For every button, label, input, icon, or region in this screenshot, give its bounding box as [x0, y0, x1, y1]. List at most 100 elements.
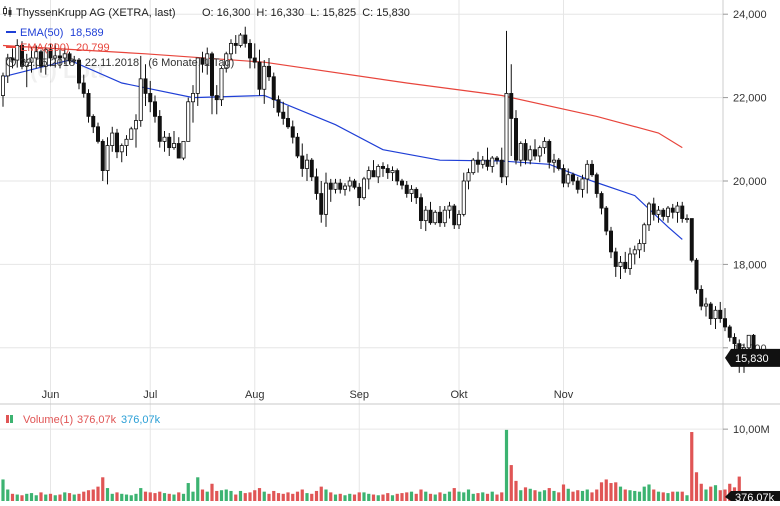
candle-body [575, 180, 580, 190]
candle-body [110, 132, 115, 146]
candle-body [376, 166, 381, 178]
volume-bar [343, 495, 347, 501]
volume-bar [566, 488, 570, 501]
candle-body [281, 111, 286, 119]
candle-body [190, 93, 195, 103]
candle [485, 147, 490, 171]
volume-bar [53, 495, 57, 501]
volume-bar [338, 493, 342, 501]
volume-y-tick-label: 10,00M [733, 424, 770, 436]
candle-body [514, 118, 519, 161]
ema50-legend-value: 18,589 [70, 27, 104, 39]
volume-bar [272, 490, 276, 501]
candle [452, 203, 457, 229]
candle [77, 57, 82, 90]
candle [34, 45, 39, 69]
candlestick-chart-icon [3, 6, 12, 17]
volume-bar [177, 492, 181, 501]
candle-body [48, 49, 53, 59]
candle-body [561, 168, 566, 184]
candle-body [395, 170, 400, 182]
chart-header: ThyssenKrupp AG (XETRA, last) O: 16,300 … [3, 6, 410, 19]
candle [347, 176, 352, 192]
candle-body [637, 243, 642, 251]
volume-bar [48, 493, 53, 501]
volume-bar [443, 493, 447, 501]
candle-body [390, 170, 395, 174]
candle [62, 47, 67, 65]
candle [656, 206, 661, 223]
candle [494, 155, 499, 165]
candle [333, 178, 338, 194]
volume-bar [348, 493, 352, 501]
candle [271, 72, 276, 109]
candle [53, 43, 58, 68]
candle-body [571, 174, 576, 182]
candle-body [276, 99, 281, 113]
volume-bar [210, 483, 214, 501]
candle-body [447, 205, 452, 211]
candle [466, 168, 471, 190]
volume-bar [637, 491, 642, 501]
candle-body [143, 78, 148, 94]
volume-bar [409, 491, 414, 501]
candle [228, 39, 233, 61]
candle-body [490, 157, 495, 167]
volume-bar [129, 495, 133, 501]
volume-bar [599, 482, 604, 501]
volume-bar [400, 493, 404, 501]
candle-body [642, 224, 647, 244]
x-tick-label: Jul [143, 389, 157, 401]
candle-body [523, 143, 528, 161]
volume-bar [376, 495, 380, 501]
last-price-badge-text: 15,830 [735, 353, 769, 365]
candle [561, 164, 566, 188]
volume-bar [661, 492, 665, 501]
candle [243, 26, 248, 48]
volume-bar [509, 465, 513, 501]
candle-body [186, 101, 191, 142]
candle-body [290, 126, 295, 138]
volume-bar [333, 494, 338, 501]
candle-body [100, 140, 105, 171]
volume-bar [519, 490, 523, 501]
candle-body [618, 261, 623, 267]
candle [214, 85, 219, 115]
candle-body [129, 128, 134, 140]
volume-bar [704, 489, 708, 501]
candle [533, 139, 538, 161]
candle [404, 181, 409, 198]
candle-body [152, 101, 157, 117]
volume-badge: 376,07k [725, 491, 780, 504]
candle-body [371, 170, 376, 178]
volume-down-value: 376,07k [77, 414, 117, 426]
candle-body [257, 61, 262, 90]
candle-body [414, 188, 419, 199]
volume-bar [243, 493, 247, 501]
candle-body [181, 140, 186, 159]
candle-body [81, 82, 86, 94]
candle-body [53, 55, 58, 59]
candle-body [746, 334, 751, 349]
candle [115, 128, 120, 159]
volume-bar [647, 484, 651, 501]
candle [262, 60, 267, 104]
volume-bar [561, 484, 566, 501]
volume-bar [305, 493, 309, 501]
candle [390, 166, 395, 181]
volume-bar [428, 493, 433, 501]
ohlc-values: O: 16,300 H: 16,330 L: 15,825 C: 15,830 [202, 7, 410, 19]
candle [167, 133, 172, 156]
candle [594, 172, 599, 198]
candle [176, 137, 181, 159]
candle [623, 251, 628, 273]
volume-badge-shape [725, 491, 780, 501]
candle [43, 47, 48, 75]
price-y-tick-label: 24,000 [733, 9, 767, 21]
candle-body [195, 57, 200, 94]
volume-bar [300, 489, 304, 501]
volume-bar [590, 492, 594, 501]
candle [504, 30, 509, 186]
volume-up-value: 376,07k [121, 414, 161, 426]
